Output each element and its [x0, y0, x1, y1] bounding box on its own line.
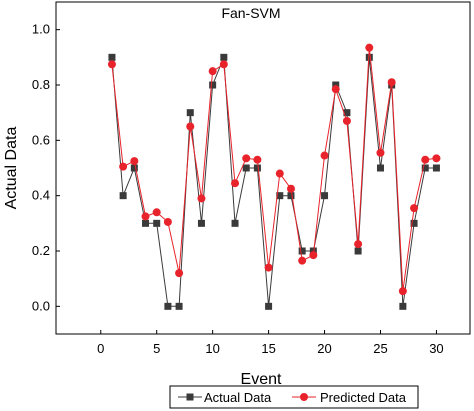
data-point	[141, 212, 150, 221]
data-point	[321, 192, 329, 200]
x-tick-label: 5	[153, 341, 160, 356]
series-layer	[107, 43, 441, 310]
y-tick-label: 0.0	[32, 298, 50, 313]
y-axis-title: Actual Data	[3, 127, 20, 210]
data-point	[387, 78, 396, 87]
data-point	[175, 302, 183, 310]
legend: Actual Data Predicted Data	[169, 385, 419, 409]
data-point	[410, 204, 419, 213]
x-axis-title: Event	[241, 371, 282, 388]
data-point	[163, 217, 172, 226]
data-point	[309, 247, 317, 255]
plot-frame	[55, 1, 471, 335]
data-point	[331, 85, 340, 94]
data-point	[119, 162, 128, 171]
data-point	[276, 192, 284, 200]
data-point	[264, 263, 273, 272]
data-point	[130, 164, 138, 172]
x-tick-label: 20	[317, 341, 331, 356]
data-point	[253, 164, 261, 172]
data-point	[320, 151, 329, 160]
data-point	[286, 184, 295, 193]
data-point	[342, 116, 351, 125]
legend-label: Predicted Data	[320, 390, 407, 405]
x-tick-label: 10	[205, 341, 219, 356]
data-point	[197, 194, 206, 203]
data-point	[130, 157, 139, 166]
data-point	[432, 164, 440, 172]
y-tick-label: 0.6	[32, 132, 50, 147]
data-point	[175, 269, 184, 278]
series-line	[111, 57, 437, 307]
x-tick-label: 0	[97, 341, 104, 356]
x-axis: 0 5 10 15 20 25 30	[97, 330, 444, 356]
legend-label: Actual Data	[204, 390, 272, 405]
data-point	[298, 256, 307, 265]
series-predicted	[107, 43, 441, 296]
data-point	[209, 81, 217, 89]
legend-marker	[186, 393, 194, 401]
data-point	[421, 164, 429, 172]
data-point	[220, 53, 228, 61]
data-point	[164, 302, 172, 310]
y-tick-label: 0.4	[32, 188, 50, 203]
data-point	[399, 302, 407, 310]
data-point	[376, 148, 385, 157]
x-tick-label: 15	[261, 341, 275, 356]
data-point	[119, 192, 127, 200]
legend-item: Predicted Data	[292, 390, 407, 405]
data-point	[354, 240, 363, 249]
data-point	[231, 219, 239, 227]
data-point	[287, 192, 295, 200]
data-point	[152, 208, 161, 217]
y-tick-label: 1.0	[32, 22, 50, 37]
y-tick-label: 0.8	[32, 77, 50, 92]
data-point	[219, 60, 228, 69]
data-point	[275, 169, 284, 178]
data-point	[107, 60, 116, 69]
data-point	[410, 219, 418, 227]
data-point	[365, 43, 374, 52]
data-point	[421, 155, 430, 164]
data-point	[265, 302, 273, 310]
data-point	[197, 219, 205, 227]
data-point	[432, 154, 441, 163]
chart-title: Fan-SVM	[221, 5, 280, 21]
data-point	[242, 154, 251, 163]
data-point	[108, 53, 116, 61]
data-point	[365, 53, 373, 61]
data-point	[398, 287, 407, 296]
data-point	[309, 251, 318, 260]
legend-item: Actual Data	[178, 390, 272, 405]
data-point	[153, 219, 161, 227]
data-point	[242, 164, 250, 172]
legend-marker	[300, 393, 308, 401]
data-point	[354, 247, 362, 255]
data-point	[298, 247, 306, 255]
y-tick-label: 0.2	[32, 243, 50, 258]
data-point	[376, 164, 384, 172]
data-point	[231, 179, 240, 188]
data-point	[142, 219, 150, 227]
x-tick-label: 25	[373, 341, 387, 356]
data-point	[253, 155, 262, 164]
data-point	[208, 67, 217, 76]
data-point	[343, 109, 351, 117]
data-point	[332, 81, 340, 89]
data-point	[186, 122, 195, 131]
x-tick-label: 30	[429, 341, 443, 356]
y-axis: 0.0 0.2 0.4 0.6 0.8 1.0	[32, 22, 60, 313]
data-point	[186, 109, 194, 117]
